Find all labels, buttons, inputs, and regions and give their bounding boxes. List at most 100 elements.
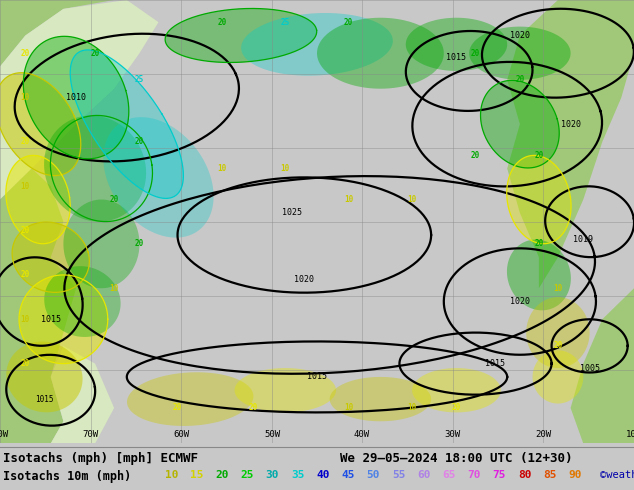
Text: 80W: 80W <box>0 430 8 439</box>
Text: We 29–05–2024 18:00 UTC (12+30): We 29–05–2024 18:00 UTC (12+30) <box>340 452 573 465</box>
Text: 20: 20 <box>217 18 226 26</box>
Text: 45: 45 <box>341 470 355 480</box>
Polygon shape <box>469 26 571 80</box>
Text: 1015: 1015 <box>484 359 505 368</box>
Text: 20: 20 <box>21 270 30 279</box>
Polygon shape <box>0 169 76 443</box>
Text: 30W: 30W <box>444 430 461 439</box>
Polygon shape <box>6 342 82 412</box>
Text: 50: 50 <box>366 470 380 480</box>
Text: 1010: 1010 <box>66 93 86 102</box>
Text: 55: 55 <box>392 470 405 480</box>
Text: 20: 20 <box>249 403 258 413</box>
Text: 20: 20 <box>173 403 182 413</box>
Text: 50W: 50W <box>264 430 280 439</box>
Text: 25: 25 <box>135 75 144 84</box>
Polygon shape <box>406 18 507 71</box>
Polygon shape <box>44 266 120 337</box>
Text: 1015: 1015 <box>35 394 54 404</box>
Text: 10: 10 <box>21 93 30 102</box>
Text: 1020: 1020 <box>510 31 530 40</box>
Text: 20: 20 <box>216 470 229 480</box>
Polygon shape <box>63 199 139 288</box>
Polygon shape <box>12 222 89 293</box>
Text: 1025: 1025 <box>281 208 302 218</box>
Text: 70W: 70W <box>82 430 99 439</box>
Text: 65: 65 <box>442 470 456 480</box>
Text: ©weatheronline.co.uk: ©weatheronline.co.uk <box>600 470 634 480</box>
Polygon shape <box>412 368 501 413</box>
Polygon shape <box>70 50 183 198</box>
Polygon shape <box>507 155 571 244</box>
Text: 20: 20 <box>471 49 480 58</box>
Text: 10: 10 <box>553 284 562 293</box>
Polygon shape <box>23 36 129 159</box>
Polygon shape <box>571 288 634 443</box>
Polygon shape <box>19 275 108 364</box>
Text: 1020: 1020 <box>294 275 314 284</box>
Polygon shape <box>507 240 571 310</box>
Polygon shape <box>127 372 254 426</box>
Text: 70: 70 <box>467 470 481 480</box>
Text: 85: 85 <box>543 470 557 480</box>
Text: 40W: 40W <box>354 430 370 439</box>
Text: 20: 20 <box>91 49 100 58</box>
Polygon shape <box>0 346 114 443</box>
Text: 20: 20 <box>534 151 543 160</box>
Text: 20W: 20W <box>535 430 552 439</box>
Polygon shape <box>533 350 583 404</box>
Text: 60: 60 <box>417 470 430 480</box>
Polygon shape <box>103 117 214 238</box>
Polygon shape <box>0 0 114 67</box>
Text: 20: 20 <box>21 359 30 368</box>
Text: 10W: 10W <box>626 430 634 439</box>
Text: 20: 20 <box>534 240 543 248</box>
Text: 10: 10 <box>344 403 353 413</box>
Text: 20: 20 <box>553 342 562 350</box>
Text: 20: 20 <box>471 151 480 160</box>
Text: 25: 25 <box>281 18 290 26</box>
Text: Isotachs 10m (mph): Isotachs 10m (mph) <box>3 470 131 483</box>
Text: 10: 10 <box>21 182 30 191</box>
Polygon shape <box>165 8 317 63</box>
Polygon shape <box>0 73 81 175</box>
Text: 80: 80 <box>518 470 531 480</box>
Text: 25: 25 <box>240 470 254 480</box>
Text: 30: 30 <box>266 470 280 480</box>
Polygon shape <box>330 377 431 421</box>
Text: 20: 20 <box>135 137 144 147</box>
Text: 1015: 1015 <box>307 372 327 381</box>
Text: 75: 75 <box>493 470 506 480</box>
Polygon shape <box>44 116 146 221</box>
Text: 90: 90 <box>568 470 582 480</box>
Polygon shape <box>317 18 444 89</box>
Text: 10: 10 <box>408 403 417 413</box>
Text: 20: 20 <box>515 75 524 84</box>
Text: 10: 10 <box>165 470 179 480</box>
Text: 10: 10 <box>408 195 417 204</box>
Text: 35: 35 <box>291 470 304 480</box>
Text: 20: 20 <box>135 240 144 248</box>
Polygon shape <box>6 155 70 244</box>
Polygon shape <box>526 297 590 368</box>
Text: 20: 20 <box>452 403 461 413</box>
Text: 1020: 1020 <box>510 297 530 306</box>
Text: 20: 20 <box>21 226 30 235</box>
Text: 10: 10 <box>281 164 290 173</box>
Polygon shape <box>0 0 158 199</box>
Polygon shape <box>235 368 336 413</box>
Text: 20: 20 <box>21 137 30 147</box>
Polygon shape <box>507 0 634 288</box>
Polygon shape <box>241 13 393 75</box>
Text: 1005: 1005 <box>579 364 600 372</box>
Text: 60W: 60W <box>173 430 190 439</box>
Text: 10: 10 <box>21 315 30 324</box>
Text: 40: 40 <box>316 470 330 480</box>
Text: 10: 10 <box>110 284 119 293</box>
Text: 1019: 1019 <box>573 235 593 244</box>
Polygon shape <box>481 80 559 168</box>
Text: 1020: 1020 <box>560 120 581 129</box>
Text: 1015: 1015 <box>446 53 467 62</box>
Text: 20: 20 <box>344 18 353 26</box>
Text: 20: 20 <box>21 49 30 58</box>
